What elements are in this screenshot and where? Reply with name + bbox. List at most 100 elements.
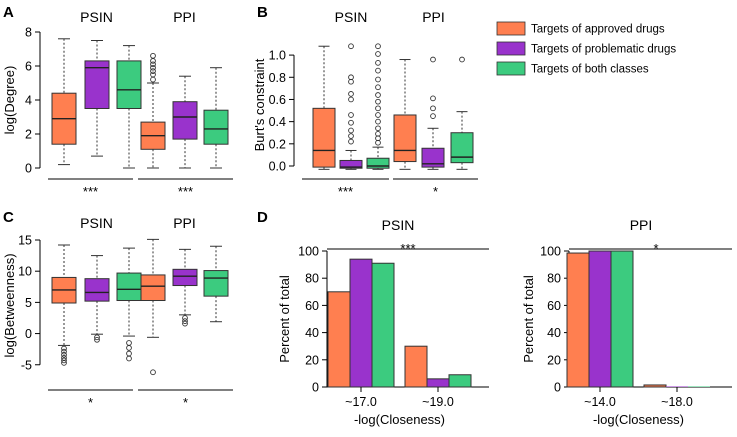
panel-a-outlier xyxy=(150,58,156,64)
panel-c-outlier xyxy=(182,318,188,324)
panel-b-outlier xyxy=(375,60,381,66)
panel-c-sig-psin: * xyxy=(88,395,93,410)
panel-d-psin-bar-0-approved xyxy=(327,291,351,388)
panel-d-psin-title: PSIN xyxy=(382,217,415,233)
panel-b-outlier xyxy=(375,98,381,105)
panel-d-ppi-bar-1-approved xyxy=(643,384,667,388)
panel-b-outlier xyxy=(375,51,381,57)
panel-d-ppi-y-tick-label: 0 xyxy=(554,381,561,395)
panel-b-box-ppi-approved xyxy=(393,114,417,163)
panel-a-y-tick-label: 4 xyxy=(25,94,32,108)
panel-d-psin-y-tick-label: 60 xyxy=(305,299,319,313)
panel-c-group-label-ppi: PPI xyxy=(173,215,196,231)
legend-label-both: Targets of both classes xyxy=(531,64,649,76)
panel-c-outlier xyxy=(182,315,188,321)
panel-d-ppi-title: PPI xyxy=(630,217,653,233)
panel-a-y-tick-label: 8 xyxy=(25,26,32,40)
panel-d-psin-bar-1-approved xyxy=(404,345,428,388)
panel-letter-b: B xyxy=(257,4,268,21)
panel-b-outlier xyxy=(430,95,436,102)
panel-a-box-ppi-both xyxy=(203,109,229,145)
panel-d-ppi-bar-0-approved xyxy=(566,252,590,388)
panel-d-psin-y-tick-label: 0 xyxy=(312,381,319,395)
panel-a-outlier xyxy=(150,64,156,71)
panel-b-outlier xyxy=(375,105,381,112)
panel-d-psin-x-title: -log(Closeness) xyxy=(354,412,445,427)
panel-c-box-psin-both xyxy=(116,272,142,302)
panel-b-outlier xyxy=(348,119,354,126)
panel-b-outlier xyxy=(375,112,381,118)
panel-d-ppi-y-title: Percent of total xyxy=(521,275,536,363)
panel-b-outlier xyxy=(348,43,354,50)
panel-b-y-title: Burt's constraint xyxy=(252,58,267,151)
panel-c-outlier xyxy=(61,351,67,358)
panel-d-ppi-sig: * xyxy=(653,241,658,256)
panel-a-outlier xyxy=(150,76,156,83)
panel-c-y-title: log(Betweenness) xyxy=(2,253,17,357)
panel-c-outlier xyxy=(94,336,100,343)
panel-b-outlier xyxy=(375,130,381,137)
panel-a-y-tick-label: 6 xyxy=(25,60,32,74)
panel-c-y-tick-label: -5 xyxy=(21,358,32,372)
panel-c-y-tick-label: 0 xyxy=(25,327,32,341)
panel-b-outlier xyxy=(430,113,436,119)
panel-a-box-ppi-problematic xyxy=(172,101,198,140)
panel-d-ppi-x-title: -log(Closeness) xyxy=(593,412,684,427)
panel-b-outlier xyxy=(348,74,354,81)
panel-a-box-psin-problematic xyxy=(84,60,110,109)
panel-b-outlier xyxy=(459,56,465,63)
panel-c-y-tick-label: 5 xyxy=(25,296,32,310)
panel-b-group-label-psin: PSIN xyxy=(335,9,368,25)
panel-d-ppi-x-tick-label: ~14.0 xyxy=(584,395,616,409)
panel-b-outlier xyxy=(348,138,354,145)
panel-a-sig-ppi: *** xyxy=(178,184,193,199)
panel-b-outlier xyxy=(375,84,381,91)
panel-d-psin-y-tick-label: 40 xyxy=(305,326,319,340)
panel-a-outlier xyxy=(150,61,156,68)
panel-b-sig-psin: *** xyxy=(338,184,353,199)
panel-c-sig-ppi: * xyxy=(183,395,188,410)
panel-d-ppi-x-tick-label: ~18.0 xyxy=(661,395,693,409)
panel-b-outlier xyxy=(348,112,354,118)
panel-b-outlier xyxy=(375,92,381,98)
panel-c-outlier xyxy=(150,369,156,376)
panel-d-psin-y-tick-label: 80 xyxy=(305,272,319,286)
panel-d-psin-bar-1-problematic xyxy=(426,378,450,388)
panel-a-group-label-ppi: PPI xyxy=(173,9,196,25)
panel-b-outlier xyxy=(375,118,381,125)
panel-d-psin-bar-0-problematic xyxy=(349,258,373,388)
panel-a-outlier xyxy=(150,52,156,59)
panel-d-ppi-y-tick-label: 60 xyxy=(547,299,561,313)
panel-b-outlier xyxy=(430,56,436,63)
panel-d-ppi-y-tick-label: 20 xyxy=(547,353,561,367)
panel-c-box-psin-problematic xyxy=(84,278,110,302)
legend-swatch-both xyxy=(496,61,526,76)
panel-d-ppi-bar-1-problematic xyxy=(666,386,688,387)
panel-b-outlier xyxy=(375,43,381,50)
panel-a-sig-psin: *** xyxy=(83,184,98,199)
panel-d-psin-x-tick-label: ~17.0 xyxy=(345,395,377,409)
panel-c-outlier xyxy=(61,345,67,352)
panel-c-y-tick-label: 10 xyxy=(18,265,32,279)
panel-b-outlier xyxy=(430,105,436,112)
panel-a-outlier xyxy=(150,68,156,74)
panel-c-box-ppi-approved xyxy=(140,274,166,302)
panel-d-psin-y-tick-label: 100 xyxy=(298,245,319,259)
panel-d-ppi-y-tick-label: 40 xyxy=(547,326,561,340)
panel-b-outlier xyxy=(348,133,354,139)
panel-b-group-label-ppi: PPI xyxy=(422,9,445,25)
panel-c-outlier xyxy=(126,350,132,357)
panel-d-psin-y-title: Percent of total xyxy=(277,275,292,363)
panel-b-box-psin-problematic xyxy=(339,159,363,169)
panel-b-outlier xyxy=(348,127,354,134)
panel-d-psin-y-tick-label: 20 xyxy=(305,353,319,367)
panel-d-psin-bar-0-both xyxy=(371,262,395,388)
panel-b-outlier xyxy=(348,91,354,97)
panel-b-box-ppi-both xyxy=(450,132,474,164)
panel-b-outlier xyxy=(348,96,354,103)
panel-d-ppi-bar-1-both xyxy=(688,386,710,387)
panel-c-outlier xyxy=(182,320,188,327)
panel-c-outlier xyxy=(61,357,67,364)
panel-a-y-tick-label: 2 xyxy=(25,128,32,142)
